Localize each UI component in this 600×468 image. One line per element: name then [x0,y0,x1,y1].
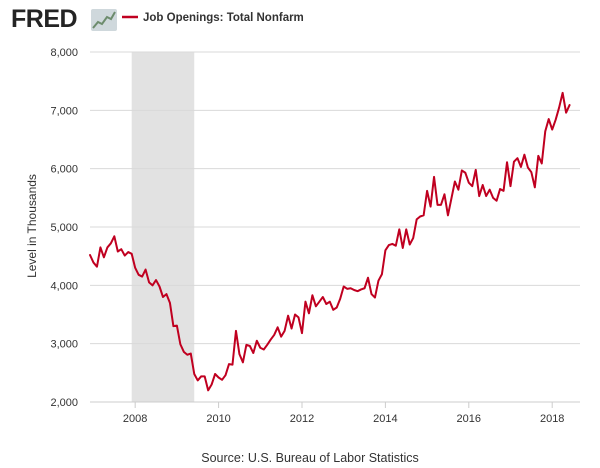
legend: Job Openings: Total Nonfarm [122,12,304,24]
y-tick-label: 5,000 [50,222,78,234]
y-tick-label: 8,000 [50,47,78,59]
fred-logo-text: FRED [11,5,78,33]
x-tick-label: 2012 [290,413,314,425]
legend-label: Job Openings: Total Nonfarm [143,12,304,24]
series-line-0 [89,91,571,392]
x-tick-label: 2008 [123,413,147,425]
y-axis-tick-labels: 2,000 3,000 4,000 5,000 6,000 7,000 8,000 [50,47,78,409]
x-axis-tick-labels: 2008 2010 2012 2014 2016 2018 [123,402,564,425]
y-tick-label: 6,000 [50,164,78,176]
y-tick-label: 3,000 [50,339,78,351]
y-axis-title: Level in Thousands [25,174,39,278]
x-tick-label: 2010 [206,413,230,425]
x-tick-label: 2018 [540,413,564,425]
x-tick-label: 2014 [373,413,397,425]
gridlines [90,51,580,403]
series-layer [89,91,571,392]
y-tick-label: 4,000 [50,280,78,292]
line-graph-icon [91,9,117,31]
y-tick-label: 2,000 [50,397,78,409]
x-tick-label: 2016 [457,413,481,425]
fred-logo[interactable]: FRED [11,5,117,33]
y-tick-label: 7,000 [50,105,78,117]
source-note: Source: U.S. Bureau of Labor Statistics [201,451,418,465]
